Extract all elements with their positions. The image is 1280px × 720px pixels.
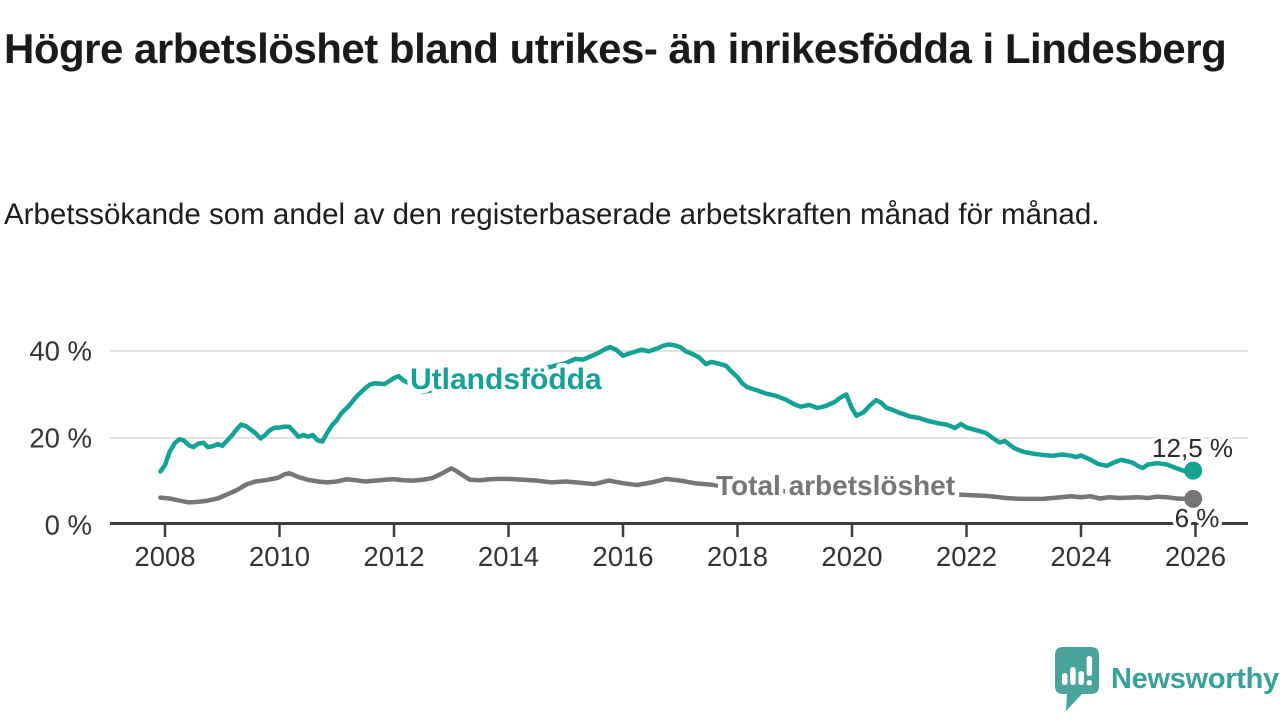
brand-wordmark: Newsworthy: [1111, 662, 1279, 695]
series-line-utlandsfodda: [158, 342, 1196, 474]
series-line-total: [158, 466, 1196, 505]
y-tick-label-40: 40 %: [29, 336, 92, 367]
y-tick-label-0: 0 %: [45, 510, 92, 541]
brand-footer: Newsworthy: [1052, 645, 1279, 713]
page-subtitle: Arbetssökande som andel av den registerb…: [4, 198, 1100, 231]
x-tick-label-2022: 2022: [936, 541, 997, 572]
end-dot-utlandsfodda: [1184, 461, 1203, 480]
page-title: Högre arbetslöshet bland utrikes- än inr…: [4, 25, 1227, 72]
end-dot-total: [1184, 489, 1203, 508]
x-tick-label-2020: 2020: [821, 541, 882, 572]
x-tick-label-2016: 2016: [592, 541, 653, 572]
y-tick-label-20: 20 %: [29, 423, 92, 454]
x-tick-label-2018: 2018: [707, 541, 768, 572]
x-tick-label-2026: 2026: [1165, 541, 1226, 572]
newsworthy-logo-icon: [1055, 647, 1099, 711]
logo-bar-3: [1078, 671, 1084, 685]
x-tick-label-2008: 2008: [134, 541, 195, 572]
logo-speech-bubble: [1055, 647, 1099, 711]
logo-exclamation-stem: [1086, 656, 1093, 676]
x-tick-label-2024: 2024: [1050, 541, 1111, 572]
logo-bar-1: [1062, 673, 1068, 685]
x-tick-label-2010: 2010: [249, 541, 310, 572]
end-value-label-total: 6 %: [1175, 503, 1220, 533]
logo-exclamation-dot: [1086, 680, 1093, 686]
end-value-label-utlandsfodda: 12,5 %: [1152, 433, 1233, 463]
x-tick-label-2012: 2012: [363, 541, 424, 572]
series-label-utlandsfodda: Utlandsfödda: [410, 363, 602, 396]
x-tick-label-2014: 2014: [478, 541, 539, 572]
series-label-total: Total arbetslöshet: [716, 470, 955, 501]
logo-bar-2: [1070, 667, 1076, 685]
